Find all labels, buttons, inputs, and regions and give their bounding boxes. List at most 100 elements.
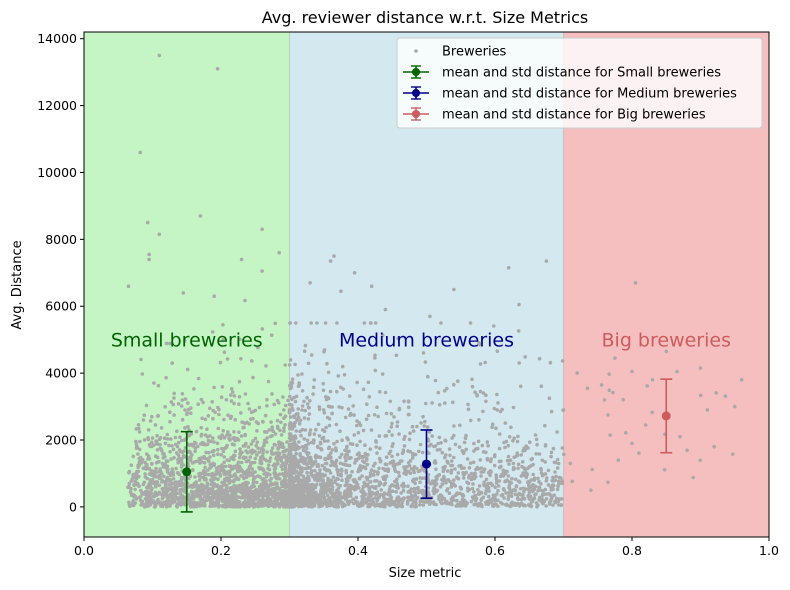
brewery-point bbox=[468, 321, 473, 325]
brewery-point bbox=[518, 487, 523, 491]
brewery-point bbox=[555, 487, 560, 492]
brewery-point bbox=[204, 450, 208, 455]
x-tick-label: 0.2 bbox=[211, 543, 231, 558]
brewery-point bbox=[527, 496, 532, 500]
brewery-point bbox=[267, 503, 271, 507]
brewery-point bbox=[318, 471, 322, 475]
brewery-point bbox=[516, 466, 520, 471]
brewery-point bbox=[241, 444, 246, 448]
brewery-point bbox=[300, 458, 304, 463]
brewery-point bbox=[326, 439, 330, 443]
brewery-point bbox=[387, 492, 391, 497]
brewery-point bbox=[279, 457, 284, 461]
brewery-point bbox=[223, 435, 227, 440]
brewery-point bbox=[470, 377, 474, 382]
brewery-point bbox=[288, 435, 293, 440]
brewery-point bbox=[368, 480, 372, 484]
brewery-point bbox=[327, 481, 332, 486]
brewery-point bbox=[211, 484, 216, 489]
brewery-point bbox=[314, 427, 318, 432]
brewery-point bbox=[492, 324, 496, 328]
brewery-point bbox=[373, 353, 377, 358]
brewery-point bbox=[497, 446, 502, 451]
brewery-point bbox=[172, 391, 176, 396]
brewery-point bbox=[465, 457, 470, 461]
brewery-point bbox=[367, 395, 372, 399]
brewery-point bbox=[230, 442, 235, 447]
brewery-point bbox=[216, 452, 220, 457]
brewery-point bbox=[533, 433, 538, 437]
brewery-point bbox=[309, 353, 314, 357]
brewery-point bbox=[307, 412, 312, 416]
y-tick-label: 4000 bbox=[45, 366, 77, 381]
brewery-point bbox=[691, 475, 695, 480]
brewery-point bbox=[417, 449, 421, 454]
brewery-point bbox=[312, 432, 317, 436]
brewery-point bbox=[404, 465, 409, 469]
brewery-point bbox=[350, 486, 354, 491]
brewery-point bbox=[225, 357, 230, 361]
brewery-point bbox=[407, 463, 412, 468]
brewery-point bbox=[292, 495, 297, 500]
brewery-point bbox=[190, 502, 195, 507]
brewery-point bbox=[153, 503, 157, 508]
brewery-point bbox=[138, 494, 143, 499]
brewery-point bbox=[171, 402, 176, 407]
brewery-point bbox=[484, 450, 488, 455]
brewery-point bbox=[559, 481, 564, 485]
brewery-point bbox=[180, 417, 185, 422]
brewery-point bbox=[332, 463, 336, 468]
brewery-point bbox=[714, 391, 718, 395]
brewery-point bbox=[320, 436, 325, 441]
brewery-point bbox=[279, 420, 283, 425]
brewery-point bbox=[419, 498, 424, 503]
brewery-point bbox=[196, 402, 200, 407]
brewery-point bbox=[164, 341, 169, 346]
brewery-point bbox=[300, 372, 304, 376]
brewery-point bbox=[489, 481, 493, 486]
brewery-point bbox=[361, 387, 366, 392]
brewery-point bbox=[171, 447, 176, 452]
brewery-point bbox=[251, 375, 255, 380]
brewery-point bbox=[177, 500, 181, 505]
brewery-point bbox=[454, 499, 459, 503]
brewery-point bbox=[288, 454, 293, 459]
region-label-1: Medium breweries bbox=[339, 330, 514, 352]
brewery-point bbox=[133, 494, 138, 499]
brewery-point bbox=[240, 474, 244, 478]
brewery-point bbox=[375, 472, 380, 476]
brewery-point bbox=[211, 496, 215, 500]
brewery-point bbox=[419, 421, 423, 425]
brewery-point bbox=[461, 499, 465, 504]
brewery-point bbox=[290, 427, 295, 431]
brewery-point bbox=[497, 432, 502, 436]
brewery-point bbox=[624, 431, 628, 435]
brewery-point bbox=[227, 464, 231, 468]
brewery-point bbox=[152, 474, 156, 479]
brewery-point bbox=[539, 499, 544, 504]
brewery-point bbox=[192, 484, 196, 489]
brewery-point bbox=[220, 385, 225, 389]
brewery-point bbox=[251, 416, 255, 421]
brewery-point bbox=[185, 367, 190, 372]
brewery-point bbox=[132, 483, 136, 488]
brewery-point bbox=[127, 481, 132, 486]
brewery-point bbox=[327, 423, 332, 428]
brewery-point bbox=[328, 478, 333, 483]
region-labels: Small breweries Medium breweries Big brewe… bbox=[111, 330, 731, 352]
brewery-point bbox=[260, 446, 264, 451]
brewery-point bbox=[232, 457, 236, 462]
brewery-point bbox=[287, 444, 292, 448]
brewery-point bbox=[556, 461, 561, 466]
brewery-point bbox=[277, 250, 282, 255]
brewery-point bbox=[303, 484, 308, 488]
brewery-point bbox=[225, 504, 229, 508]
brewery-point bbox=[421, 351, 426, 355]
brewery-point bbox=[210, 489, 215, 494]
brewery-point bbox=[549, 488, 554, 492]
brewery-point bbox=[280, 484, 285, 489]
brewery-point bbox=[263, 502, 268, 506]
brewery-point bbox=[423, 419, 427, 424]
brewery-point bbox=[364, 453, 369, 457]
